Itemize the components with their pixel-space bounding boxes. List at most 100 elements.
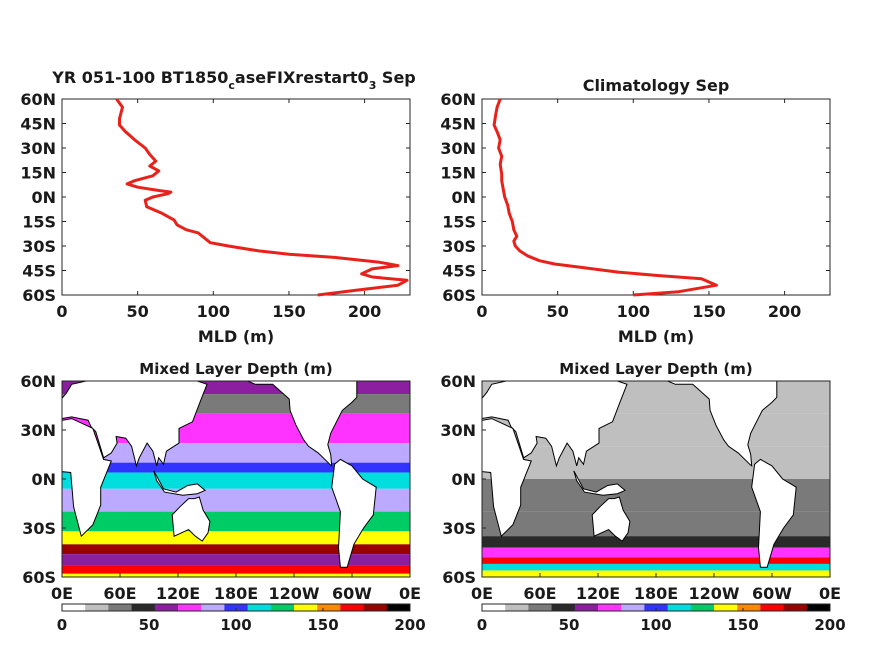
x-tick-label: 200 xyxy=(348,302,381,321)
x-tick-label: 200 xyxy=(768,302,801,321)
profile-climatology-xlabel: MLD (m) xyxy=(618,327,694,346)
colorbar-segment xyxy=(598,604,622,611)
profile-model-panel: YR 051-100 BT1850caseFIXrestart03 Sep 60… xyxy=(20,68,415,346)
x-tick-label: 50 xyxy=(127,302,149,321)
colorbar-segment xyxy=(108,604,132,611)
y-tick-label: 60N xyxy=(440,372,476,391)
mld-band xyxy=(482,536,830,548)
colorbar-tick-label: 200 xyxy=(394,616,425,634)
mld-band xyxy=(62,462,410,473)
colorbar-segment xyxy=(201,604,225,611)
mld-band xyxy=(62,472,410,489)
y-tick-label: 30N xyxy=(440,421,476,440)
y-tick-label: 30S xyxy=(442,519,476,538)
mld-band xyxy=(482,557,830,564)
colorbar-segment xyxy=(154,604,179,611)
mld-band xyxy=(62,531,410,545)
colorbar-segment xyxy=(340,604,364,611)
mld-band xyxy=(62,544,410,555)
y-tick-label: 15S xyxy=(22,213,56,232)
y-tick-label: 30N xyxy=(20,139,56,158)
colorbar-tick-label: 50 xyxy=(559,616,580,634)
x-tick-label: 150 xyxy=(692,302,725,321)
y-tick-label: 0N xyxy=(31,470,56,489)
colorbar-tick-label: 0 xyxy=(57,616,67,634)
land-south-america xyxy=(751,458,797,568)
profile-model-title: YR 051-100 BT1850caseFIXrestart03 Sep xyxy=(51,68,416,92)
profile-climatology-title: Climatology Sep xyxy=(583,76,730,95)
y-tick-label: 45S xyxy=(22,262,56,281)
mld-band xyxy=(482,563,830,571)
y-tick-label: 45S xyxy=(442,262,476,281)
colorbar-segment xyxy=(806,604,831,611)
y-tick-label: 0N xyxy=(451,470,476,489)
y-tick-label: 15S xyxy=(442,213,476,232)
land-eurasia xyxy=(482,381,628,468)
colorbar-segment xyxy=(574,604,599,611)
plot-area xyxy=(61,98,411,296)
colorbar-tick-label: 100 xyxy=(220,616,251,634)
colorbar-segment xyxy=(85,604,109,611)
y-tick-label: 60S xyxy=(442,568,476,587)
colorbar-segment xyxy=(386,604,411,611)
x-tick-label: 60E xyxy=(523,584,556,603)
colorbar-segment xyxy=(644,604,668,611)
colorbar-segment xyxy=(294,604,318,611)
colorbar-segment xyxy=(178,604,202,611)
land-se-asia-islands xyxy=(573,470,627,496)
y-tick-label: 30S xyxy=(22,519,56,538)
colorbar-segment xyxy=(62,604,86,611)
mld-band xyxy=(482,547,830,558)
colorbar-segment xyxy=(317,604,341,611)
colorbar-segment xyxy=(131,604,156,611)
x-tick-label: 100 xyxy=(617,302,650,321)
colorbar-segment xyxy=(247,604,272,611)
mld-profile-line xyxy=(492,98,718,297)
colorbar-segment xyxy=(224,604,248,611)
mld-band xyxy=(62,554,410,566)
x-tick-label: 60W xyxy=(332,584,372,603)
colorbar-segment xyxy=(714,604,738,611)
y-tick-label: 60S xyxy=(22,286,56,305)
y-tick-label: 0N xyxy=(31,188,56,207)
colorbar-segment xyxy=(270,604,295,611)
colorbar-segment xyxy=(482,604,506,611)
colorbar-segment xyxy=(737,604,761,611)
land-australia xyxy=(591,496,631,542)
y-tick-label: 60N xyxy=(20,90,56,109)
colorbar-segment xyxy=(551,604,576,611)
mld-field xyxy=(482,381,830,577)
y-tick-label: 30N xyxy=(440,139,476,158)
colorbar-segment xyxy=(783,604,808,611)
y-tick-label: 60S xyxy=(22,568,56,587)
x-tick-label: 0E xyxy=(399,584,421,603)
land-north-america xyxy=(247,381,358,468)
map-model-title: Mixed Layer Depth (m) xyxy=(139,360,332,378)
land-se-asia-islands xyxy=(153,470,207,496)
y-tick-label: 30N xyxy=(20,421,56,440)
land-greenland xyxy=(788,381,802,382)
colorbar-tick-label: 150 xyxy=(307,616,338,634)
x-tick-label: 50 xyxy=(547,302,569,321)
x-tick-label: 120W xyxy=(268,584,319,603)
y-tick-label: 45N xyxy=(440,115,476,134)
x-tick-label: 60W xyxy=(752,584,792,603)
mld-profile-line xyxy=(115,98,409,297)
land-africa xyxy=(62,418,112,538)
y-tick-label: 15N xyxy=(20,164,56,183)
colorbar-tick-label: 0 xyxy=(477,616,487,634)
colorbar: 0 50 100 150 200 xyxy=(477,603,846,634)
colorbar-segment xyxy=(760,604,784,611)
x-tick-label: 180E xyxy=(634,584,678,603)
colorbar-segment xyxy=(621,604,645,611)
x-tick-label: 60E xyxy=(103,584,136,603)
x-tick-label: 120E xyxy=(156,584,200,603)
mld-band xyxy=(62,488,410,512)
colorbar-segment xyxy=(528,604,552,611)
x-tick-label: 0 xyxy=(476,302,487,321)
y-tick-label: 30S xyxy=(442,237,476,256)
